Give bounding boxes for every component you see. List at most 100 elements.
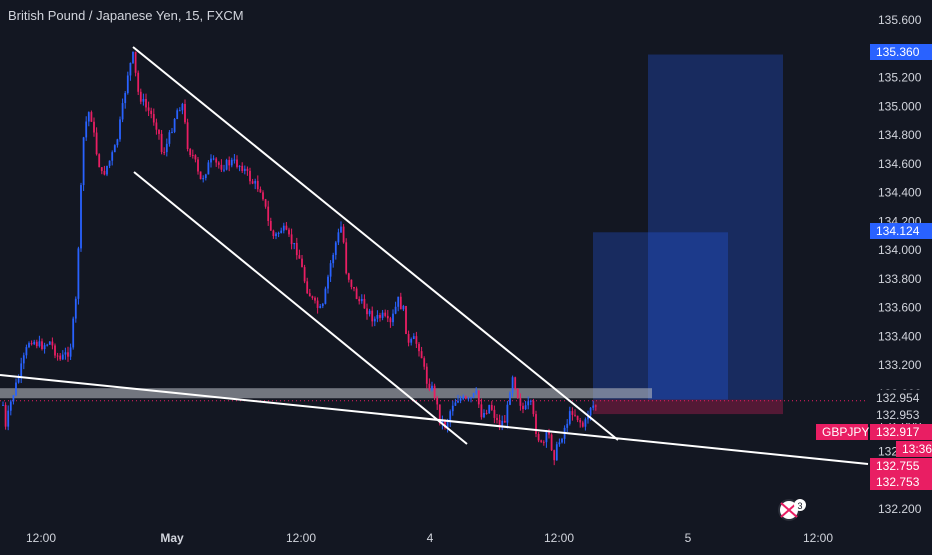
candle-body [345,242,348,274]
price-label-text: 13:36 [902,442,932,456]
candle-body [7,410,10,427]
candle-body [558,442,561,445]
candle-body [441,420,444,424]
long-target-zone-1[interactable] [593,232,728,400]
candle-body [72,318,75,348]
candle-body [327,276,329,289]
candle-body [51,341,54,346]
candle-body [301,258,303,268]
time-tick-label: 12:00 [803,531,833,545]
upper-channel-line[interactable] [132,46,619,441]
candle-body [124,93,127,104]
candle-body [207,162,210,175]
candle-body [555,444,558,461]
candle-body [522,405,524,410]
candle-body [402,305,405,310]
candle-body [46,344,49,346]
candle-body [59,355,62,360]
candle-body [477,390,480,405]
candle-body [22,355,25,364]
candle-body [542,441,545,443]
candle-body [420,351,423,359]
candle-body [306,281,309,294]
candle-body [412,336,415,339]
candle-body [233,159,236,161]
candle-body [264,199,267,207]
candle-body [454,402,457,406]
long-target-zone-2[interactable] [648,54,783,400]
badge-count: 3 [797,501,802,511]
candle-body [371,310,374,322]
candle-body [332,254,335,264]
candle-body [506,404,509,423]
candle-body [243,168,246,171]
candle-body [30,343,33,345]
candle-body [579,420,582,423]
candle-body [277,232,280,234]
price-label-text: 134.124 [876,224,920,238]
candle-body [54,345,56,356]
resistance-zone[interactable] [0,388,652,399]
candle-body [2,404,4,406]
candle-body [472,393,475,398]
candle-body [509,392,511,405]
candle-body [173,119,176,132]
candle-body [423,358,426,367]
candle-body [223,169,225,171]
candle-body [379,315,381,318]
candle-body [288,229,290,235]
price-label-text: 132.953 [876,408,920,422]
candle-body [15,382,17,396]
lower-channel-line[interactable] [133,171,468,445]
candle-body [545,431,548,443]
candle-body [241,165,244,171]
candle-body [467,398,470,400]
candle-body [514,377,517,389]
candle-body [116,139,119,146]
candle-body [197,159,199,172]
stop-zone[interactable] [593,399,783,415]
candle-body [501,420,504,426]
candle-body [259,189,262,193]
candle-body [342,226,345,243]
candle-body [87,112,90,122]
candle-body [540,440,543,442]
price-label-box [870,223,932,239]
time-axis: 12:00 May 12:00 4 12:00 5 12:00 [26,531,833,545]
candle-body [584,419,587,427]
flag-badge[interactable]: 3 [778,499,806,521]
candle-body [4,404,7,427]
candle-body [217,162,220,165]
time-tick-label: 5 [685,531,692,545]
candle-body [98,154,101,168]
candle-body [35,341,38,347]
candle-body [90,112,93,122]
candle-body [111,152,114,161]
candle-body [293,242,296,245]
price-label-text: 132.917 [876,425,920,439]
candle-body [43,345,46,350]
candle-body [171,131,173,133]
candle-body [392,313,394,323]
candle-body [444,420,446,428]
candle-body [282,225,285,231]
candle-body [48,341,51,345]
candle-body [592,405,595,408]
candle-body [433,385,436,398]
candle-body [311,296,314,298]
candle-body [251,181,254,184]
price-label-box [870,474,932,490]
candle-body [220,164,223,170]
candle-body [95,132,98,155]
candle-body [308,293,311,297]
support-trendline[interactable] [0,374,869,465]
position-zones [0,54,868,415]
candle-body [334,242,337,255]
candle-body [139,91,142,102]
candle-body [25,347,28,356]
candle-body [147,107,150,111]
candle-body [358,298,361,302]
candle-body [129,62,132,76]
price-tick-label: 134.600 [878,157,922,171]
